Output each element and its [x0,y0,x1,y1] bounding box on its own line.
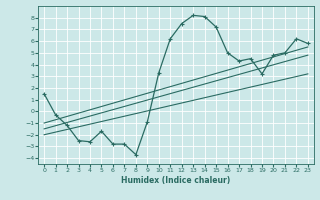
X-axis label: Humidex (Indice chaleur): Humidex (Indice chaleur) [121,176,231,185]
